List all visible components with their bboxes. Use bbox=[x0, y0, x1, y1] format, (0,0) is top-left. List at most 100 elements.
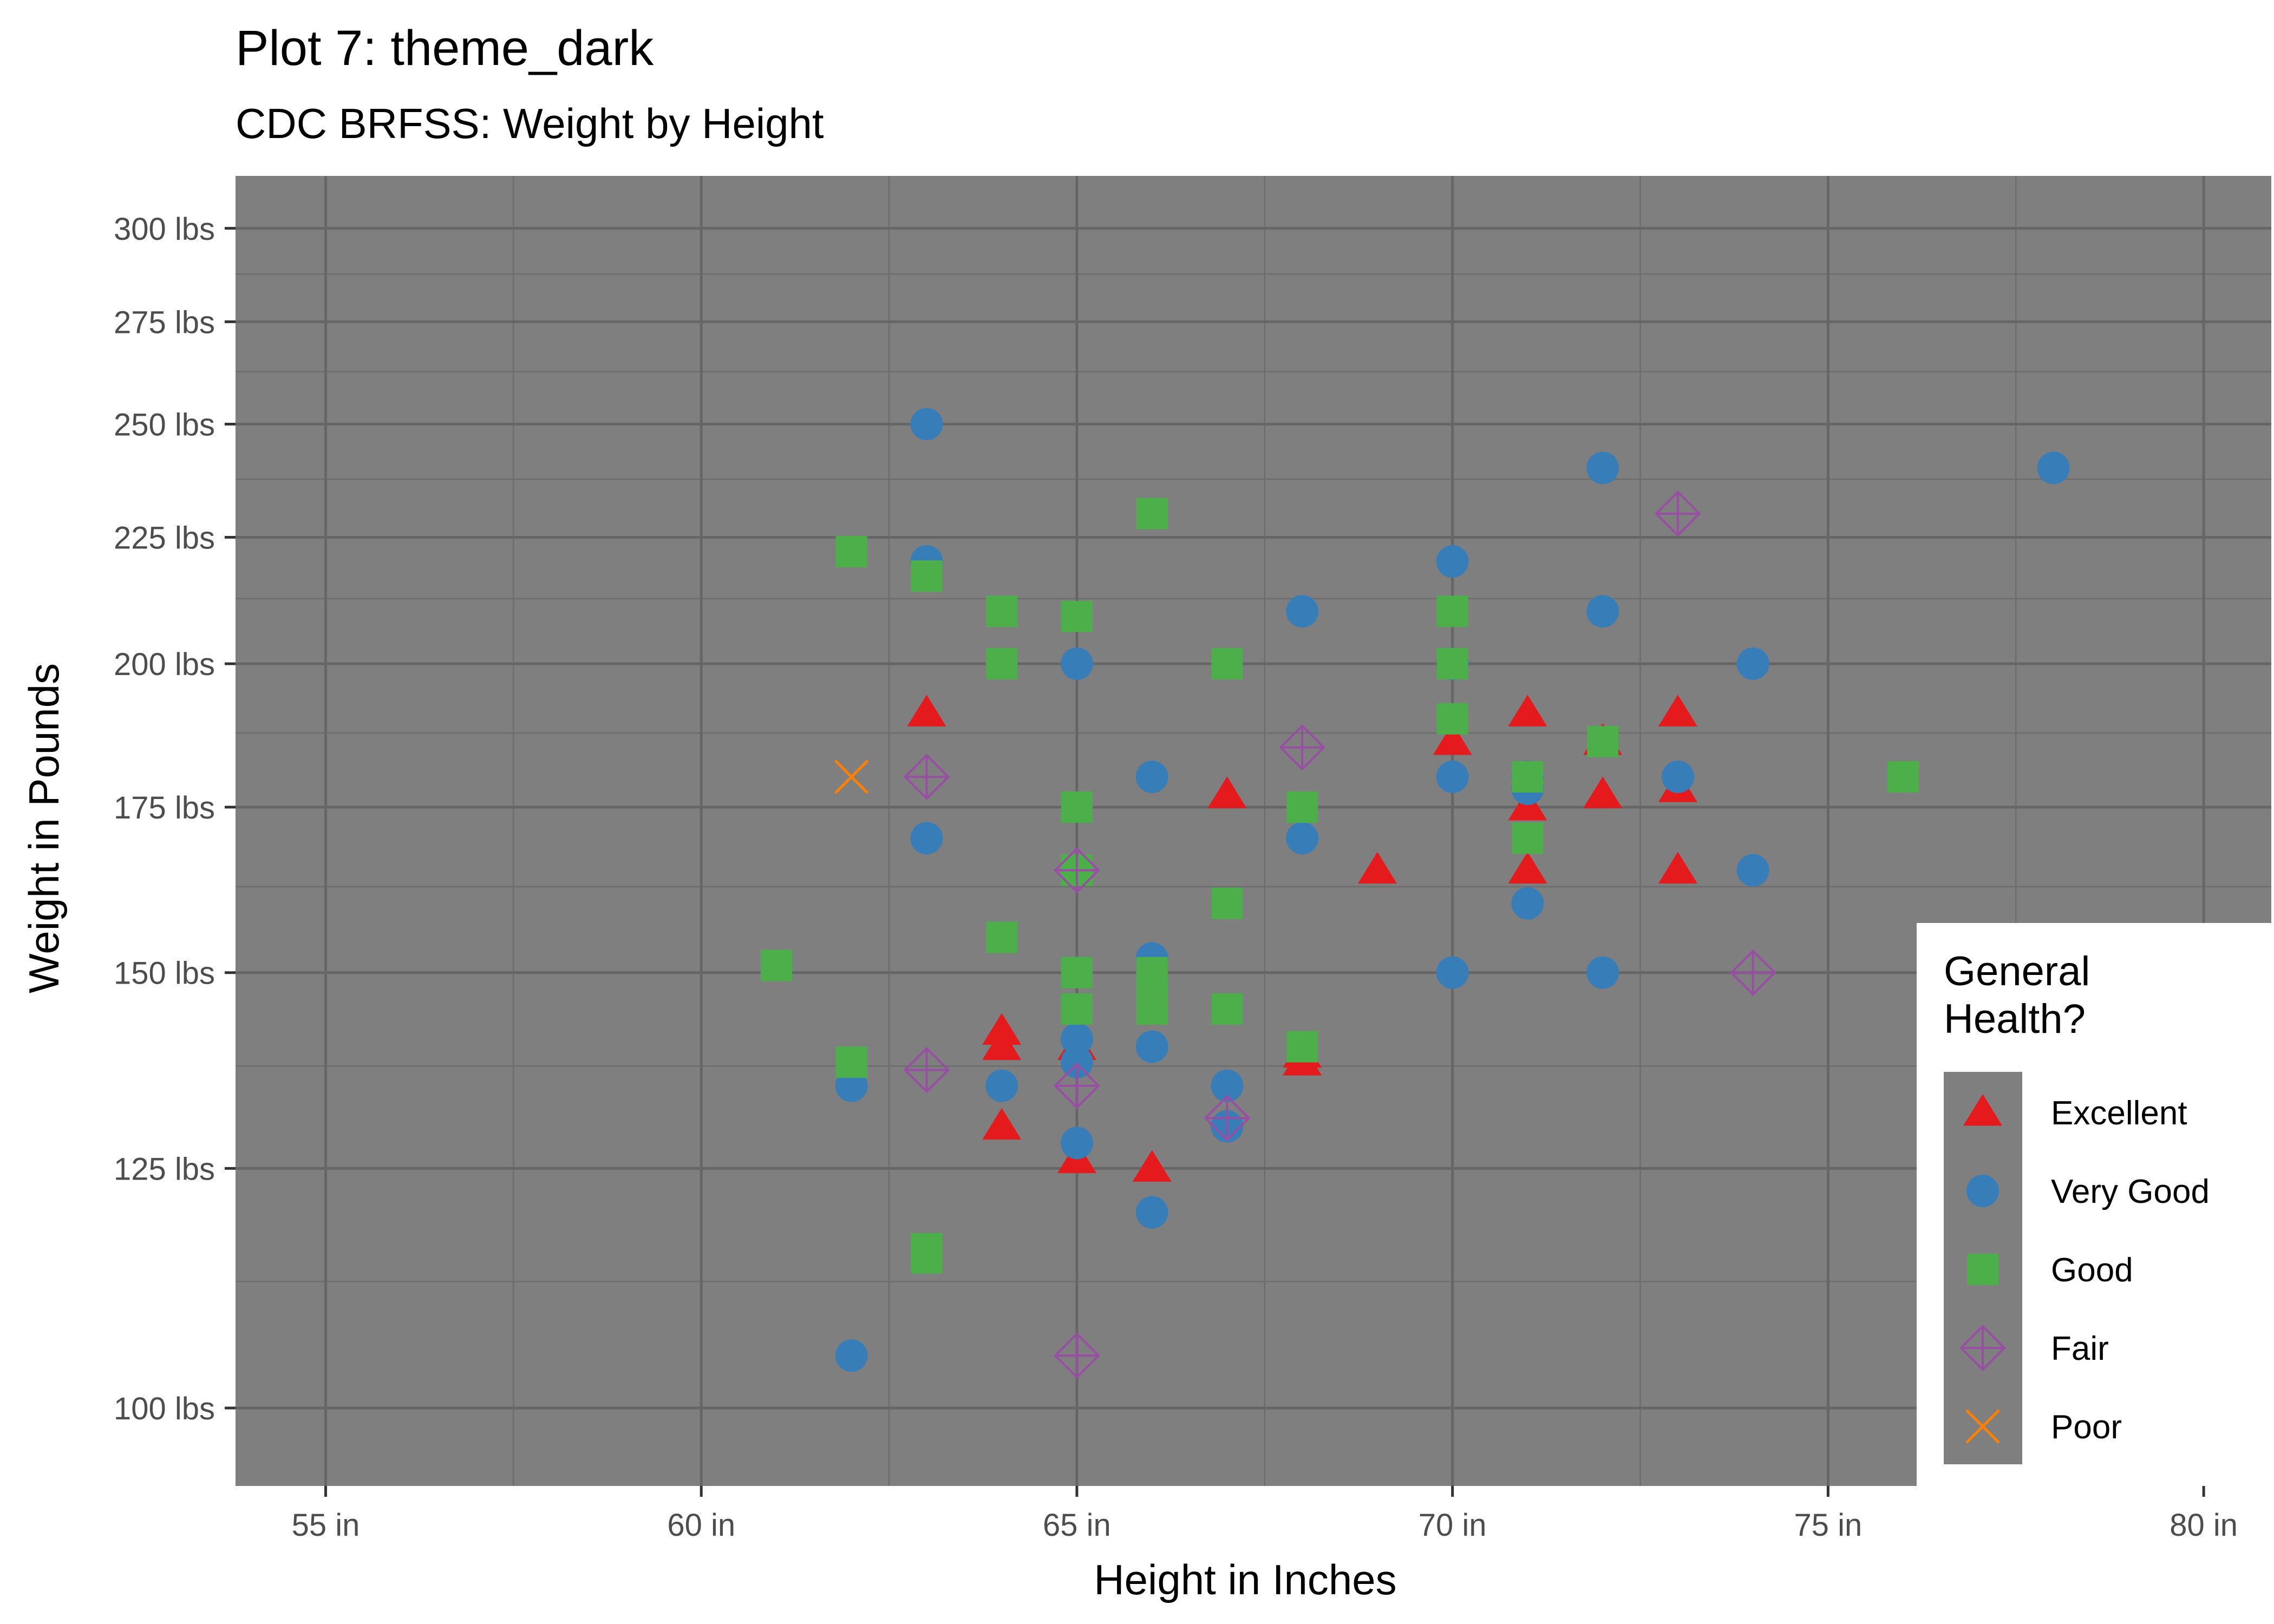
data-point-good bbox=[835, 536, 867, 568]
data-point-very-good bbox=[1135, 1196, 1168, 1229]
data-point-very-good bbox=[1060, 647, 1093, 680]
data-point-good bbox=[1061, 993, 1093, 1025]
x-tick-label: 65 in bbox=[1043, 1508, 1111, 1543]
legend-key-excellent bbox=[1963, 1094, 2002, 1126]
data-point-fair bbox=[1054, 1332, 1100, 1379]
data-point-fair bbox=[1054, 1062, 1100, 1109]
data-point-good bbox=[1887, 761, 1919, 793]
y-tick-label: 100 lbs bbox=[114, 1391, 215, 1426]
legend-label-excellent: Excellent bbox=[2051, 1095, 2187, 1132]
data-point-excellent bbox=[1207, 776, 1247, 808]
data-point-good bbox=[986, 648, 1018, 680]
y-tick-label: 200 lbs bbox=[114, 647, 215, 682]
data-point-fair bbox=[1729, 949, 1776, 996]
data-point-good bbox=[1512, 822, 1544, 854]
data-point-very-good bbox=[1060, 1127, 1093, 1160]
y-tick-label: 250 lbs bbox=[114, 407, 215, 442]
legend-item-fair: Fair bbox=[1959, 1325, 2109, 1371]
legend-key-very-good bbox=[1966, 1175, 1999, 1207]
data-point-very-good bbox=[910, 822, 943, 855]
y-axis: 100 lbs 125 lbs 150 lbs 175 lbs 200 lbs 225 l… bbox=[114, 212, 236, 1426]
data-point-excellent bbox=[1357, 852, 1397, 884]
data-point-fair bbox=[903, 754, 950, 800]
data-point-good bbox=[1061, 791, 1093, 823]
data-point-excellent bbox=[1132, 1150, 1172, 1182]
data-point-good bbox=[1211, 887, 1243, 919]
data-point-fair bbox=[1204, 1095, 1251, 1142]
data-point-good bbox=[760, 949, 792, 981]
series-poor bbox=[834, 759, 869, 794]
data-point-good bbox=[1286, 1031, 1318, 1063]
data-point-excellent bbox=[1433, 723, 1472, 755]
data-point-excellent bbox=[1583, 776, 1623, 808]
data-point-very-good bbox=[1135, 1030, 1168, 1063]
data-point-good bbox=[1286, 791, 1318, 823]
legend-item-poor: Poor bbox=[1965, 1409, 2122, 1446]
y-tick-label: 300 lbs bbox=[114, 212, 215, 247]
data-point-good bbox=[986, 921, 1018, 953]
y-axis-title: Weight in Pounds bbox=[20, 663, 68, 993]
y-tick-label: 275 lbs bbox=[114, 305, 215, 340]
legend-key-poor bbox=[1965, 1409, 2000, 1444]
data-point-very-good bbox=[1586, 595, 1619, 628]
legend-label-fair: Fair bbox=[2051, 1330, 2109, 1367]
x-axis: 55 in 60 in 65 in 70 in 75 in 80 in bbox=[292, 1486, 2238, 1543]
data-point-very-good bbox=[1436, 545, 1469, 578]
data-point-excellent bbox=[1508, 852, 1547, 884]
x-tick-label: 80 in bbox=[2170, 1508, 2238, 1543]
legend-item-excellent: Excellent bbox=[1963, 1094, 2187, 1132]
data-point-very-good bbox=[2037, 451, 2070, 484]
data-point-very-good bbox=[1586, 451, 1619, 484]
y-tick-label: 175 lbs bbox=[114, 790, 215, 826]
legend-label-very-good: Very Good bbox=[2051, 1173, 2210, 1210]
data-point-fair bbox=[1279, 724, 1326, 771]
data-point-good bbox=[1136, 993, 1168, 1025]
data-point-very-good bbox=[835, 1339, 868, 1372]
data-point-very-good bbox=[1286, 595, 1319, 628]
data-point-very-good bbox=[1436, 956, 1469, 989]
chart-title: Plot 7: theme_dark bbox=[236, 21, 654, 76]
marker-x-stroke bbox=[1965, 1409, 2000, 1444]
series-fair bbox=[903, 490, 1776, 1379]
x-tick-label: 60 in bbox=[667, 1508, 735, 1543]
data-point-very-good bbox=[1436, 761, 1469, 794]
data-point-very-good bbox=[1661, 761, 1694, 794]
data-point-fair bbox=[1655, 490, 1701, 537]
data-point-good bbox=[1211, 993, 1243, 1025]
data-point-very-good bbox=[1135, 761, 1168, 794]
data-point-very-good bbox=[1511, 887, 1544, 920]
data-point-very-good bbox=[1286, 822, 1319, 855]
data-point-fair bbox=[1054, 847, 1100, 894]
data-point-excellent bbox=[1508, 695, 1547, 726]
data-point-good bbox=[835, 1046, 867, 1078]
data-point-poor bbox=[834, 759, 869, 794]
legend-title-line-2: Health? bbox=[1944, 996, 2086, 1042]
legend-label-good: Good bbox=[2051, 1252, 2133, 1289]
x-axis-title: Height in Inches bbox=[1094, 1556, 1396, 1603]
data-point-good bbox=[911, 560, 943, 592]
data-point-good bbox=[1436, 648, 1468, 680]
legend-key-good bbox=[1967, 1254, 1998, 1285]
y-tick-label: 125 lbs bbox=[114, 1151, 215, 1187]
x-tick-label: 75 in bbox=[1794, 1508, 1863, 1543]
data-point-good bbox=[1436, 703, 1468, 735]
data-point-good bbox=[911, 1242, 943, 1274]
y-tick-label: 225 lbs bbox=[114, 520, 215, 555]
chart-subtitle: CDC BRFSS: Weight by Height bbox=[236, 100, 824, 147]
data-point-good bbox=[1061, 600, 1093, 632]
legend-items: Excellent Very Good Good Fair Poor bbox=[1959, 1094, 2210, 1446]
data-point-excellent bbox=[1658, 695, 1697, 726]
data-point-excellent bbox=[982, 1028, 1022, 1060]
data-point-excellent bbox=[1658, 852, 1697, 884]
legend-label-poor: Poor bbox=[2051, 1409, 2122, 1446]
y-tick-label: 150 lbs bbox=[114, 956, 215, 991]
data-point-good bbox=[1136, 497, 1168, 529]
data-point-good bbox=[1436, 595, 1468, 627]
legend-title-line-1: General bbox=[1944, 948, 2090, 994]
legend-item-very-good: Very Good bbox=[1966, 1173, 2210, 1210]
data-point-excellent bbox=[982, 1108, 1022, 1140]
data-point-good bbox=[986, 595, 1018, 627]
x-tick-label: 70 in bbox=[1419, 1508, 1487, 1543]
x-tick-label: 55 in bbox=[292, 1508, 360, 1543]
